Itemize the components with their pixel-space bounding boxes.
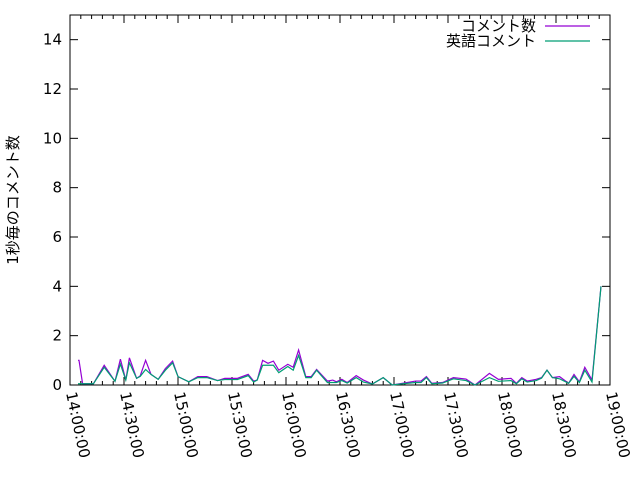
x-tick-label: 14:30:00	[116, 390, 148, 460]
x-tick-label: 14:00:00	[62, 390, 94, 460]
y-tick-label: 10	[43, 129, 62, 147]
legend-label: コメント数	[461, 17, 536, 35]
x-tick-label: 15:30:00	[224, 390, 256, 460]
y-tick-label: 12	[43, 80, 62, 98]
x-tick-label: 19:00:00	[602, 390, 634, 460]
x-tick-label: 16:30:00	[332, 390, 364, 460]
x-tick-label: 17:30:00	[440, 390, 472, 460]
y-tick-label: 14	[43, 31, 62, 49]
x-tick-label: 17:00:00	[386, 390, 418, 460]
plot-frame	[69, 14, 611, 386]
x-tick-label: 18:00:00	[494, 390, 526, 460]
y-axis-label: 1秒毎のコメント数	[4, 135, 22, 265]
y-tick-label: 0	[52, 376, 62, 394]
x-tick-label: 18:30:00	[548, 390, 580, 460]
y-tick-label: 2	[52, 327, 62, 345]
x-tick-label: 16:00:00	[278, 390, 310, 460]
x-tick-label: 15:00:00	[170, 390, 202, 460]
y-tick-label: 6	[52, 228, 62, 246]
y-tick-label: 8	[52, 179, 62, 197]
legend-label: 英語コメント	[446, 32, 536, 50]
series-line-0	[78, 286, 602, 386]
y-tick-label: 4	[52, 277, 62, 295]
series-line-1	[78, 286, 602, 386]
